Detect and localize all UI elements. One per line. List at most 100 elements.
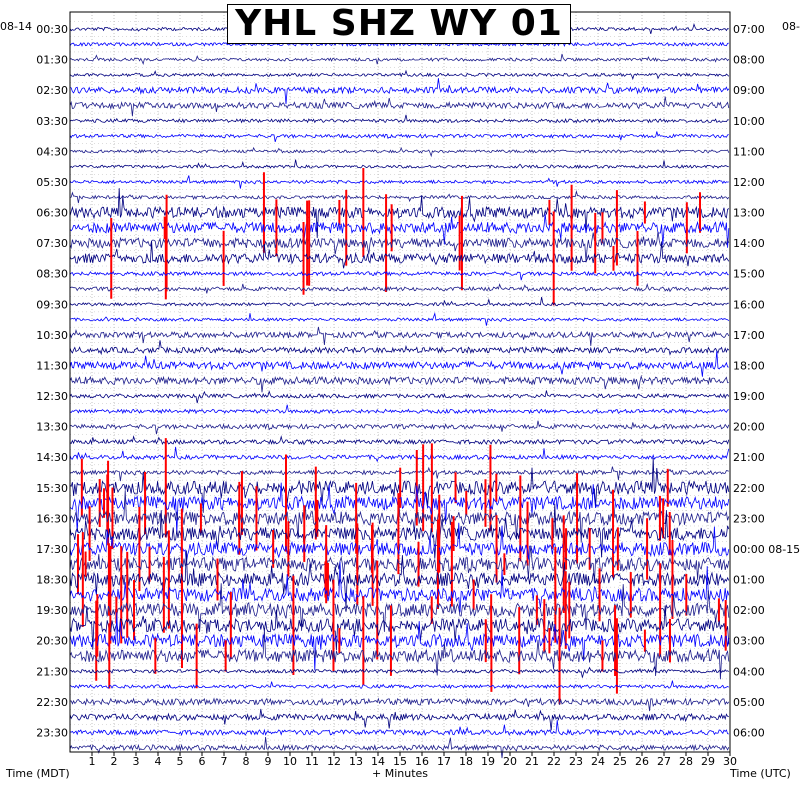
right-tick-label: 14:00 [733,237,765,250]
right-tick-label: 19:00 [733,390,765,403]
left-tick-label: 03:30 [36,115,68,128]
x-tick-label: 17 [437,755,451,768]
x-tick-label: 1 [89,755,96,768]
trace-row [69,312,730,326]
x-tick-label: 12 [327,755,341,768]
trace-row [69,583,730,633]
left-tick-label: 11:30 [36,359,68,372]
x-tick-label: 16 [415,755,429,768]
trace-row [69,53,730,66]
trace-row [69,503,730,559]
x-tick-label: 20 [503,755,517,768]
trace-row [69,420,730,435]
trace-row [69,404,729,415]
right-tick-label: 04:00 [733,665,765,678]
left-tick-label: 06:30 [36,207,68,220]
right-tick-label: 22:00 [733,482,765,495]
trace-row [69,605,730,651]
trace-row [69,666,730,678]
trace-row [69,490,730,543]
x-tick-label: 27 [657,755,671,768]
trace-row [69,708,729,731]
right-tick-label: 12:00 [733,176,765,189]
y-axis-left-title: Time (MDT) [6,767,70,780]
trace-row [69,522,730,563]
trace-row [69,69,730,81]
right-tick-label: 11:00 [733,145,765,158]
x-tick-label: 15 [393,755,407,768]
x-tick-label: 11 [305,755,319,768]
trace-row [69,270,729,281]
left-tick-label: 15:30 [36,482,68,495]
x-tick-label: 21 [525,755,539,768]
trace-row [69,41,729,47]
x-tick-label: 5 [177,755,184,768]
trace-row [69,159,729,169]
left-tick-label: 02:30 [36,84,68,97]
right-tick-label: 16:00 [733,298,765,311]
x-tick-label: 24 [591,755,605,768]
trace-row [69,561,730,613]
trace-row [69,550,730,609]
trace-row [69,146,730,158]
trace-row [69,340,730,356]
trace-row [69,114,729,124]
right-tick-label: 17:00 [733,329,765,342]
trace-row [69,435,730,446]
trace-row [69,374,729,393]
x-tick-label: 19 [481,755,495,768]
right-tick-label: 13:00 [733,207,765,220]
right-tick-label: 10:00 [733,115,765,128]
x-tick-label: 3 [133,755,140,768]
x-tick-label: 28 [679,755,693,768]
right-tick-label: 09:00 [733,84,765,97]
trace-group [69,21,730,759]
left-tick-label: 17:30 [36,543,68,556]
x-tick-label: 14 [371,755,385,768]
trace-row [69,241,730,269]
x-tick-label: 30 [723,755,737,768]
left-tick-label: 10:30 [36,329,68,342]
trace-row [69,612,730,671]
x-tick-label: 18 [459,755,473,768]
trace-row [69,78,730,105]
x-tick-label: 2 [111,755,118,768]
right-tick-label: 02:00 [733,604,765,617]
trace-row [69,131,729,143]
left-tick-label: 01:30 [36,54,68,67]
right-tick-label: 20:00 [733,421,765,434]
x-tick-label: 25 [613,755,627,768]
left-tick-label: 13:30 [36,421,68,434]
trace-row [69,446,730,463]
x-tick-label: 8 [243,755,250,768]
x-tick-label: 4 [155,755,162,768]
left-tick-label: 05:30 [36,176,68,189]
trace-row [69,390,730,404]
right-tick-label: 08:00 [733,54,765,67]
trace-row [69,231,730,262]
right-tick-label: 18:00 [733,359,765,372]
x-tick-label: 23 [569,755,583,768]
utc-date-label: 08-1 [782,20,800,33]
start-date-label: 08-14 [0,20,32,33]
left-tick-label: 00:30 [36,23,68,36]
trace-row [69,720,729,737]
right-tick-label: 06:00 [733,726,765,739]
right-tick-label: 07:00 [733,23,765,36]
right-tick-label: 05:00 [733,696,765,709]
left-tick-label: 16:30 [36,512,68,525]
trace-row [69,188,730,239]
trace-row [69,190,730,204]
trace-row [69,680,730,690]
right-tick-label: 00:00 08-15 [733,543,800,556]
trace-row [69,545,730,584]
right-tick-label: 03:00 [733,635,765,648]
trace-row [69,283,729,294]
left-tick-label: 04:30 [36,145,68,158]
trace-row [69,629,730,680]
left-tick-label: 18:30 [36,574,68,587]
x-tick-label: 7 [221,755,228,768]
x-tick-label: 13 [349,755,363,768]
trace-row [69,697,730,712]
